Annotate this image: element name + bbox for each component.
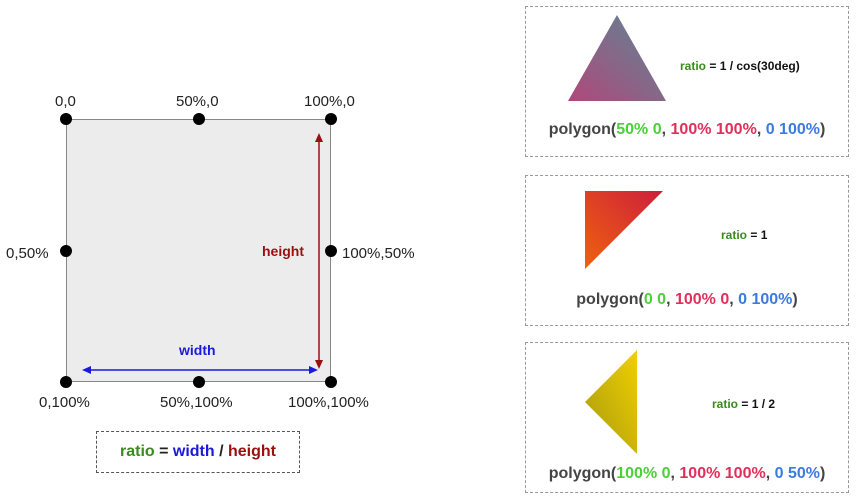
panel-polygon-code: polygon(50% 0, 100% 100%, 0 100%) (548, 121, 826, 138)
label-top-mid: 50%,0 (176, 93, 219, 110)
point-mid-right (325, 245, 337, 257)
width-arrow (82, 366, 318, 374)
ratio-word: ratio (119, 443, 155, 460)
ratio-height: height (228, 443, 276, 460)
point-mid-left (60, 245, 72, 257)
panel-equilateral-triangle: ratio = 1 / cos(30deg) polygon(50% 0, 10… (525, 6, 849, 157)
reference-box (66, 119, 331, 382)
height-label: height (262, 243, 304, 259)
point-top-mid (193, 113, 205, 125)
label-bottom-mid: 50%,100% (160, 394, 233, 411)
point-bottom-left (60, 376, 72, 388)
panel-polygon-code: polygon(0 0, 100% 0, 0 100%) (576, 291, 798, 308)
ratio-width: width (172, 443, 215, 460)
panel-ratio: ratio = 1 (721, 228, 768, 242)
triangle-up-shape (568, 15, 666, 101)
width-label: width (179, 342, 216, 358)
label-top-right: 100%,0 (304, 93, 355, 110)
panel-ratio: ratio = 1 / 2 (712, 397, 776, 411)
label-mid-right: 100%,50% (342, 245, 415, 262)
label-bottom-left: 0,100% (39, 394, 90, 411)
triangle-corner-shape (585, 191, 663, 269)
label-bottom-right: 100%,100% (288, 394, 369, 411)
point-top-left (60, 113, 72, 125)
triangle-left-shape (585, 350, 637, 454)
point-top-right (325, 113, 337, 125)
ratio-formula: ratio = width / height (96, 431, 300, 473)
panel-half-ratio-triangle: ratio = 1 / 2 polygon(100% 0, 100% 100%,… (525, 342, 849, 493)
point-bottom-mid (193, 376, 205, 388)
panel-ratio: ratio = 1 / cos(30deg) (680, 59, 800, 73)
label-mid-left: 0,50% (6, 245, 49, 262)
panel-right-triangle: ratio = 1 polygon(0 0, 100% 0, 0 100%) (525, 175, 849, 326)
height-arrow (315, 133, 323, 369)
panel-polygon-code: polygon(100% 0, 100% 100%, 0 50%) (548, 465, 826, 482)
point-bottom-right (325, 376, 337, 388)
label-top-left: 0,0 (55, 93, 76, 110)
